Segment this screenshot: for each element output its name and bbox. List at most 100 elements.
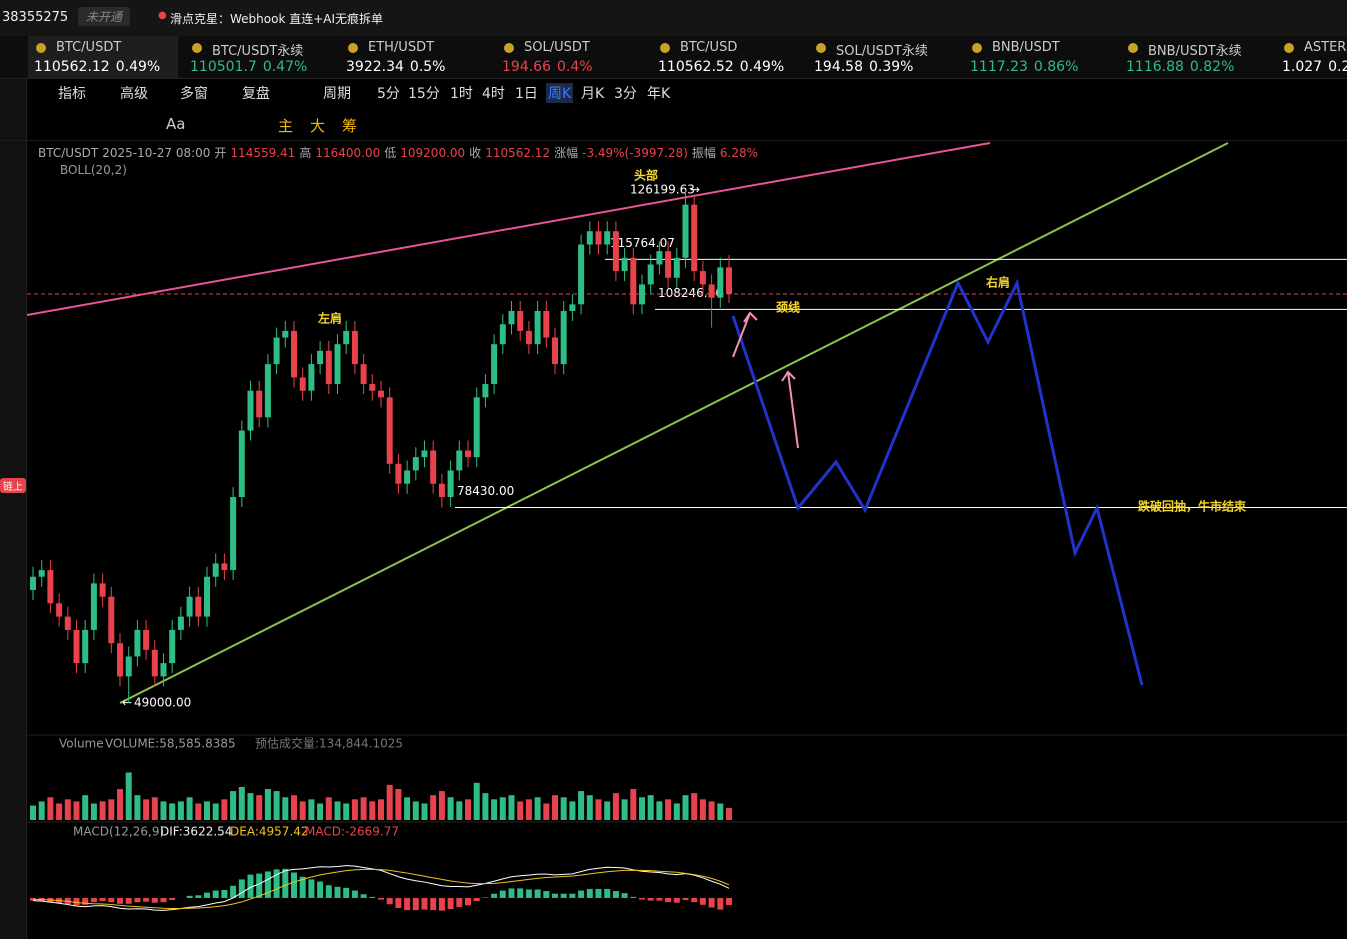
toolbar-item[interactable]: 指标 <box>58 86 86 102</box>
volume-bar <box>386 784 393 820</box>
candle-body <box>82 629 89 664</box>
toolbar-item[interactable]: 年K <box>647 86 671 102</box>
candle-body <box>30 576 36 591</box>
ticker-tab[interactable]: BTC/USDT永续 110501.7 0.47% <box>184 36 334 78</box>
ticker-tab[interactable]: SOL/USDT永续 194.58 0.39% <box>808 36 958 78</box>
toolbar-item[interactable]: 高级 <box>120 86 148 102</box>
ticker-tab[interactable]: BTC/USD 110562.52 0.49% <box>652 36 802 78</box>
volume-bar <box>299 801 306 820</box>
volume-bar <box>125 772 132 820</box>
ticker-icon <box>660 43 670 53</box>
candle-body <box>395 463 402 484</box>
draw-tool[interactable]: 主 <box>278 117 294 135</box>
toolbar-item[interactable]: 复盘 <box>242 86 270 102</box>
badge[interactable]: 未开通 <box>78 7 131 26</box>
candle-body <box>630 257 637 305</box>
info-symbol: BTC/USDT <box>38 146 99 160</box>
ticker-price: 194.58 <box>814 59 863 75</box>
toolbar-item[interactable]: 1日 <box>515 86 538 102</box>
macd-bar <box>360 894 367 898</box>
macd-bar <box>282 868 289 898</box>
macd-bar <box>404 897 411 911</box>
candle-body <box>456 450 463 471</box>
candle-body <box>473 397 480 458</box>
macd-bar <box>291 872 297 898</box>
volume-bar <box>404 797 411 820</box>
toolbar-item[interactable]: 周期 <box>323 86 351 102</box>
volume-bar <box>465 799 471 820</box>
toolbar-item[interactable]: 月K <box>581 86 605 102</box>
volume-bar <box>47 797 54 820</box>
volume-bar <box>56 803 63 820</box>
macd-dif-line <box>32 865 730 911</box>
toolbar-item[interactable]: 周K <box>546 83 574 103</box>
macd-bar <box>378 897 384 900</box>
volume-bar <box>647 795 654 820</box>
volume-bar <box>639 797 645 820</box>
macd-bar <box>221 890 228 898</box>
volume-bar <box>604 801 611 820</box>
arrow: → <box>690 183 700 197</box>
dot: ● <box>158 10 167 21</box>
macd-bar <box>386 897 393 905</box>
volume-bar <box>204 801 210 820</box>
ticker-change: 0.5% <box>409 59 446 75</box>
macd-bar <box>578 890 585 898</box>
promo[interactable]: 滑点克星：Webhook 直连+AI无痕拆单 <box>170 12 384 26</box>
volume-bar <box>186 797 193 820</box>
volume-bar <box>525 799 532 820</box>
macd-bar <box>517 888 524 898</box>
volume-bar <box>282 797 289 820</box>
ticker-name: SOL/USDT永续 <box>836 44 928 59</box>
ticker-icon <box>1128 43 1138 53</box>
toolbar-item[interactable]: 1时 <box>450 86 473 102</box>
ticker-tab[interactable]: BNB/USDT永续 1116.88 0.82% <box>1120 36 1270 78</box>
candle-body <box>325 350 332 385</box>
candle-body <box>64 616 71 630</box>
macd-bar <box>325 885 332 898</box>
draw-tool[interactable]: 大 <box>310 117 326 135</box>
volume-bar <box>108 799 115 820</box>
candle-body <box>264 364 271 418</box>
ticker-tab[interactable]: ETH/USDT 3922.34 0.5% <box>340 36 490 78</box>
macd-bar <box>334 886 341 898</box>
volume-bar <box>430 795 437 820</box>
volume-bar <box>73 801 80 820</box>
draw-tool[interactable]: Aa <box>166 115 186 133</box>
volume-bar <box>230 791 237 820</box>
ticker-tab[interactable]: BTC/USDT 110562.12 0.49% <box>28 36 178 78</box>
macd-bar <box>108 897 115 903</box>
macd-bar <box>151 897 158 903</box>
toolbar-item[interactable]: 3分 <box>614 86 637 102</box>
macd-bar <box>534 889 541 898</box>
price-label: 108246.36 <box>658 286 723 300</box>
ticker-tab[interactable]: ASTER 1.027 0.2 <box>1276 36 1347 78</box>
macd-bar <box>256 873 263 898</box>
volume-bar <box>517 801 524 820</box>
annotation: 跌破回抽，牛市结束 <box>1138 499 1247 514</box>
ticker-change: 0.2 <box>1328 59 1347 75</box>
candle-body <box>273 337 280 365</box>
volume-bar <box>151 797 158 820</box>
toolbar-item[interactable]: 5分 <box>377 86 400 102</box>
ticker-tab[interactable]: SOL/USDT 194.66 0.4% <box>496 36 646 78</box>
macd-bar <box>456 897 463 907</box>
toolbar-item[interactable]: 4时 <box>482 86 505 102</box>
toolbar-item[interactable]: 15分 <box>408 86 440 102</box>
sidebar-badge[interactable]: 链上 <box>0 478 26 493</box>
volume-bar <box>177 801 184 820</box>
macd-dea-line <box>32 868 730 910</box>
candle-body <box>195 596 202 617</box>
macd-bar <box>726 897 732 906</box>
candle-body <box>447 470 454 498</box>
price-label: 78430.00 <box>457 484 514 498</box>
draw-tool[interactable]: 筹 <box>342 117 358 135</box>
macd-bar <box>438 897 445 911</box>
arrow-head <box>781 370 796 382</box>
ticker-quote: 194.66 0.4% <box>502 59 593 75</box>
toolbar-item[interactable]: 多窗 <box>180 86 208 102</box>
ticker-tab[interactable]: BNB/USDT 1117.23 0.86% <box>964 36 1114 78</box>
macd-bar <box>499 890 506 898</box>
macd-bar <box>612 891 619 898</box>
volume-bar <box>726 807 732 820</box>
